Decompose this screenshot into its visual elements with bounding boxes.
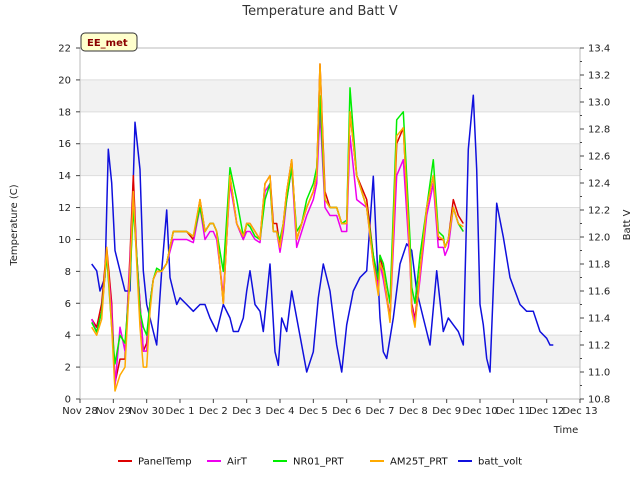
series-layer xyxy=(91,63,554,392)
x-axis-label: Time xyxy=(553,425,578,436)
grid-band xyxy=(80,335,580,368)
x-tick-label: Dec 11 xyxy=(496,406,531,417)
legend-label: batt_volt xyxy=(478,457,522,468)
y-tick-label: 20 xyxy=(58,75,71,86)
x-tick-label: Dec 6 xyxy=(332,406,361,417)
y-tick-label: 8 xyxy=(65,267,71,278)
y2-axis-ticks: 10.8 11.0 11.2 11.4 11.6 11.8 12.0 12.2 12.4 12.6… xyxy=(580,44,610,406)
y-tick-label: 12 xyxy=(58,203,71,214)
y-tick-label: 18 xyxy=(58,107,71,118)
y-tick-label: 2 xyxy=(65,363,71,374)
legend-label: AM25T_PRT xyxy=(390,457,449,468)
x-tick-label: Dec 7 xyxy=(366,406,395,417)
y-tick-label: 16 xyxy=(58,139,71,150)
series-line-batt-volt xyxy=(91,94,554,373)
station-badge-label: EE_met xyxy=(87,38,128,49)
legend: PanelTemp AirT NR01_PRT AM25T_PRT batt_volt xyxy=(118,457,522,468)
x-tick-label: Dec 9 xyxy=(432,406,461,417)
x-tick-label: Dec 1 xyxy=(166,406,195,417)
x-tick-label: Nov 28 xyxy=(62,406,97,417)
grid-band xyxy=(80,79,580,112)
y-tick-label: 10 xyxy=(58,235,71,246)
x-tick-label: Dec 4 xyxy=(266,406,295,417)
x-tick-label: Dec 13 xyxy=(562,406,597,417)
y2-axis-label: Batt V xyxy=(622,209,633,240)
x-tick-label: Nov 30 xyxy=(129,406,164,417)
y2-tick-label: 12.0 xyxy=(588,233,610,244)
grid-band xyxy=(80,143,580,176)
y2-tick-label: 11.4 xyxy=(588,314,610,325)
x-tick-label: Dec 5 xyxy=(299,406,328,417)
y-tick-label: 6 xyxy=(65,299,71,310)
y2-tick-label: 13.2 xyxy=(588,71,610,82)
y2-tick-label: 11.2 xyxy=(588,341,610,352)
series-line-am25t-prt xyxy=(91,63,464,392)
y-tick-label: 4 xyxy=(65,331,71,342)
legend-label: PanelTemp xyxy=(138,457,192,468)
station-badge: EE_met xyxy=(80,32,138,52)
x-tick-label: Dec 10 xyxy=(462,406,497,417)
y2-tick-label: 11.8 xyxy=(588,260,610,271)
y2-tick-label: 13.0 xyxy=(588,98,610,109)
y2-tick-label: 11.6 xyxy=(588,287,610,298)
x-tick-label: Dec 12 xyxy=(529,406,564,417)
grid-band xyxy=(80,271,580,304)
y2-tick-label: 12.4 xyxy=(588,179,610,190)
y2-tick-label: 13.4 xyxy=(588,44,610,55)
x-tick-label: Dec 2 xyxy=(199,406,228,417)
y-tick-label: 14 xyxy=(58,171,71,182)
y-axis-label: Temperature (C) xyxy=(9,184,20,266)
legend-label: NR01_PRT xyxy=(293,457,344,468)
y2-tick-label: 12.6 xyxy=(588,152,610,163)
y2-tick-label: 12.2 xyxy=(588,206,610,217)
y2-tick-label: 11.0 xyxy=(588,368,610,379)
y2-tick-label: 10.8 xyxy=(588,395,610,406)
x-tick-label: Dec 3 xyxy=(232,406,261,417)
background-bands xyxy=(80,47,580,400)
chart-title: Temperature and Batt V xyxy=(241,4,397,19)
x-tick-label: Dec 8 xyxy=(399,406,428,417)
y-tick-label: 22 xyxy=(58,44,71,55)
x-tick-label: Nov 29 xyxy=(96,406,131,417)
grid-band xyxy=(80,207,580,240)
legend-label: AirT xyxy=(227,457,248,468)
y2-tick-label: 12.8 xyxy=(588,125,610,136)
y-axis-ticks: 0 2 4 6 8 10 12 14 16 18 20 22 xyxy=(58,44,80,406)
y-tick-label: 0 xyxy=(65,395,71,406)
